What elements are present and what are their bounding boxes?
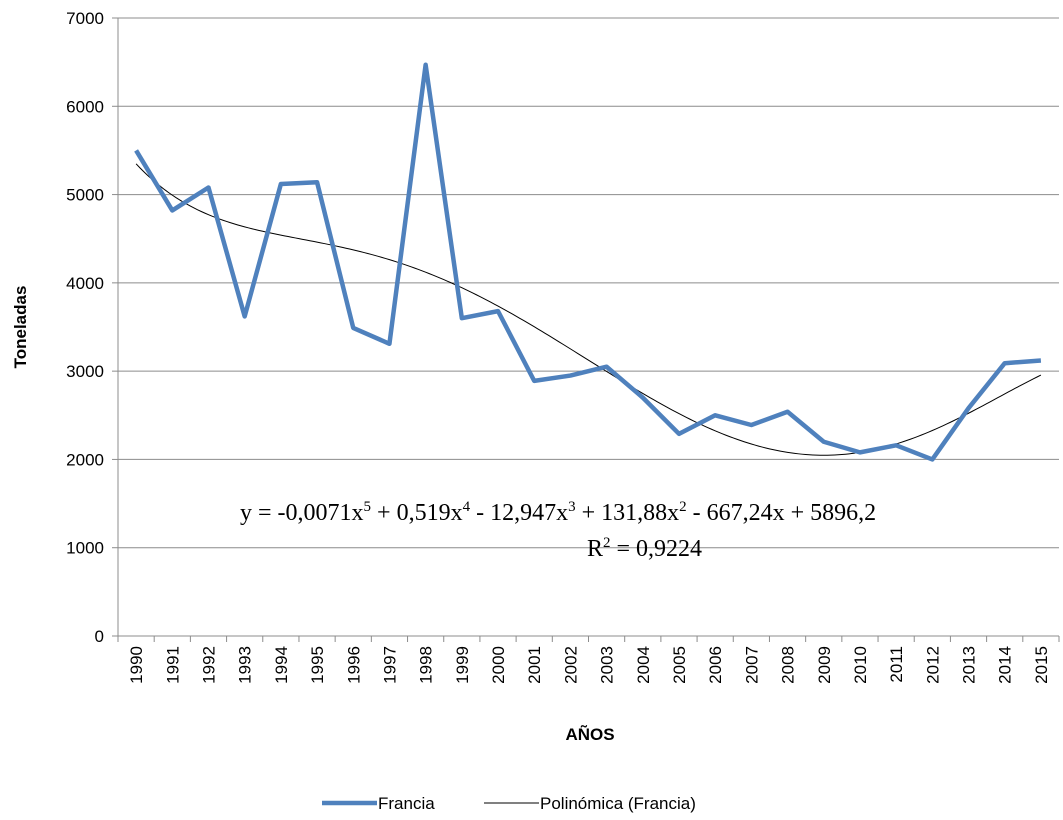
y-tick-label: 7000 bbox=[66, 9, 104, 28]
x-tick-label: 2009 bbox=[815, 646, 834, 684]
y-tick-label: 2000 bbox=[66, 450, 104, 469]
x-tick-label: 1995 bbox=[308, 646, 327, 684]
x-tick-label: 2008 bbox=[779, 646, 798, 684]
x-tick-label: 2010 bbox=[851, 646, 870, 684]
y-tick-label: 5000 bbox=[66, 186, 104, 205]
x-tick-labels: 1990 1991 1992 1993 1994 1995 1996 1997 1998 1999… bbox=[127, 646, 1051, 684]
x-tick-label: 2011 bbox=[887, 646, 906, 683]
x-tick-label: 2006 bbox=[706, 646, 725, 684]
x-tick-label: 1992 bbox=[199, 646, 218, 684]
x-tick-label: 2005 bbox=[670, 646, 689, 684]
legend-label-francia: Francia bbox=[378, 794, 435, 813]
x-tick-label: 2003 bbox=[598, 646, 617, 684]
x-tick-label: 2000 bbox=[489, 646, 508, 684]
x-tick-label: 2015 bbox=[1032, 646, 1051, 684]
x-tick-label: 1997 bbox=[380, 646, 399, 684]
x-tick-label: 2004 bbox=[634, 646, 653, 684]
x-tick-label: 1991 bbox=[163, 646, 182, 684]
x-tick-label: 2001 bbox=[525, 646, 544, 684]
y-axis-title: Toneladas bbox=[11, 286, 30, 369]
series-line-francia bbox=[134, 62, 1042, 462]
x-tick-label: 1999 bbox=[453, 646, 472, 684]
y-tick-label: 0 bbox=[95, 627, 104, 646]
x-tick-label: 1993 bbox=[236, 646, 255, 684]
trendline-equation: y = -0,0071x5 + 0,519x4 - 12,947x3 + 131… bbox=[240, 499, 876, 526]
legend-label-polinomica: Polinómica (Francia) bbox=[540, 794, 696, 813]
x-tick-label: 2013 bbox=[960, 646, 979, 684]
y-tick-label: 3000 bbox=[66, 362, 104, 381]
x-axis-title: AÑOS bbox=[565, 724, 614, 744]
y-tick-label: 1000 bbox=[66, 539, 104, 558]
y-tick-labels: 0 1000 2000 3000 4000 5000 6000 7000 bbox=[66, 9, 104, 646]
legend: Francia Polinómica (Francia) bbox=[322, 794, 696, 813]
x-tick-label: 2014 bbox=[996, 646, 1015, 684]
x-tick-label: 1994 bbox=[272, 646, 291, 684]
x-tick-label: 1996 bbox=[344, 646, 363, 684]
y-tick-label: 4000 bbox=[66, 274, 104, 293]
trendline-polinomica bbox=[135, 163, 1042, 456]
y-tick-label: 6000 bbox=[66, 97, 104, 116]
x-tick-label: 1998 bbox=[417, 646, 436, 684]
x-tick-label: 1990 bbox=[127, 646, 146, 684]
r-squared-label: R2 = 0,9224 bbox=[587, 535, 702, 562]
gridlines bbox=[112, 17, 1060, 642]
x-tick-label: 2002 bbox=[561, 646, 580, 684]
x-tick-label: 2012 bbox=[923, 646, 942, 684]
x-tick-label: 2007 bbox=[742, 646, 761, 684]
